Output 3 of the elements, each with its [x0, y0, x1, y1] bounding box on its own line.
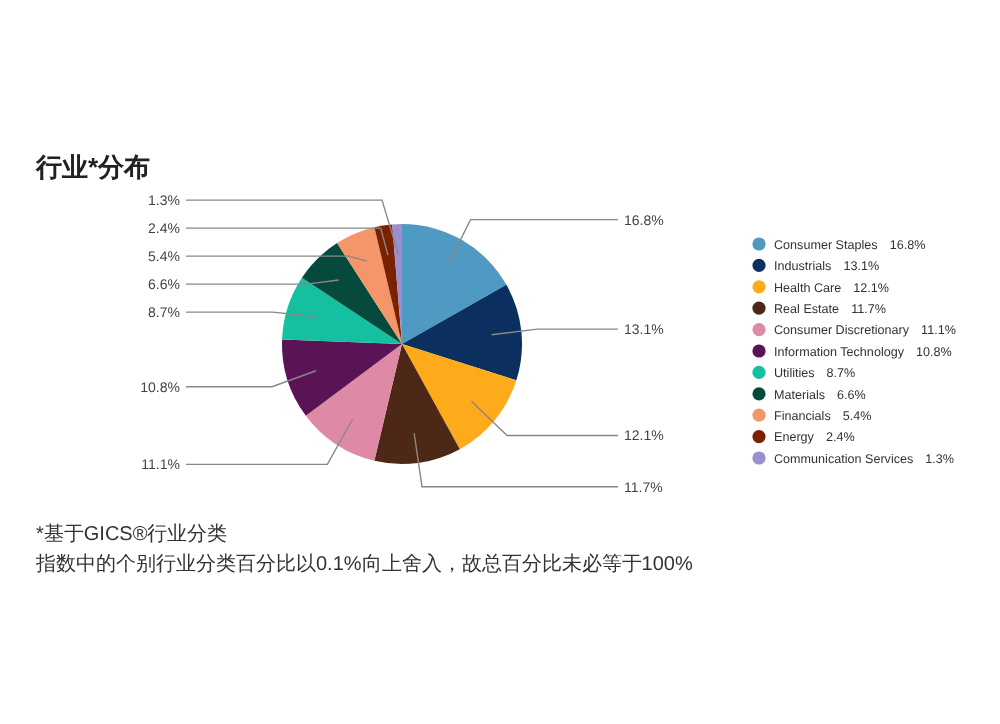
text: 指数中的个别行业分类百分比以0.1%向上舍入，故总百分比未必等于100%: [34, 552, 693, 576]
chart-title: 行业*分布: [34, 152, 151, 182]
text: *基于GICS®行业分类: [36, 522, 228, 546]
